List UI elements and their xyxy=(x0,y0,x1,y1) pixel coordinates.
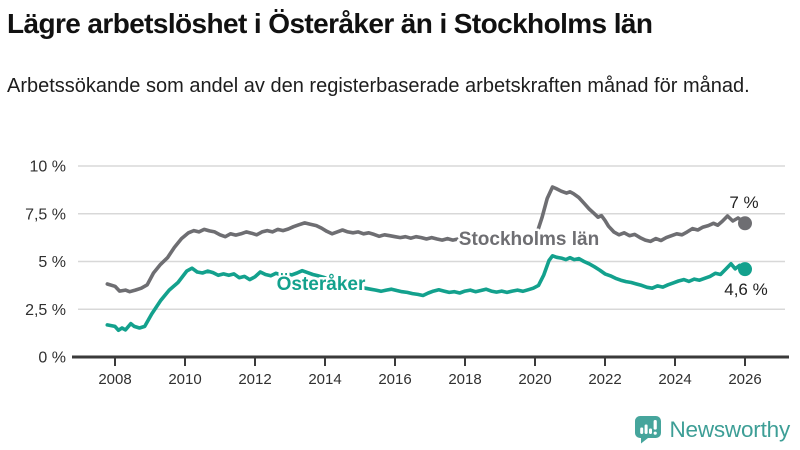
y-axis-tick-label: 0 % xyxy=(38,350,66,367)
x-axis-tick-label: 2016 xyxy=(378,371,411,388)
series-label-osteraker: Österåker xyxy=(277,274,366,295)
end-point-dot xyxy=(738,216,752,231)
x-axis-tick-label: 2018 xyxy=(448,371,481,388)
line-stockholms-l-n xyxy=(105,185,747,294)
newsworthy-logo-text: Newsworthy xyxy=(669,416,790,442)
line--ster-ker xyxy=(105,254,747,333)
newsworthy-speech-bubble-icon xyxy=(635,416,662,444)
end-value-label-osteraker: 4,6 % xyxy=(724,280,767,299)
x-axis-tick-label: 2020 xyxy=(518,371,551,388)
y-axis-tick-label: 7,5 % xyxy=(25,206,66,223)
end-value-label-stockholms-lan: 7 % xyxy=(729,193,758,212)
y-axis-tick-label: 2,5 % xyxy=(25,302,66,319)
bar-chart-exclamation-glyph xyxy=(640,420,658,435)
end-point-dot xyxy=(738,262,752,277)
x-axis-tick-label: 2012 xyxy=(238,371,271,388)
x-axis-tick-label: 2022 xyxy=(588,371,621,388)
newsworthy-logo[interactable]: Newsworthy xyxy=(634,415,790,444)
x-axis-tick-label: 2008 xyxy=(98,371,131,388)
x-axis-tick-label: 2010 xyxy=(168,371,201,388)
y-axis-tick-label: 10 % xyxy=(30,159,66,176)
x-axis-tick-label: 2014 xyxy=(308,371,341,388)
page-title: Lägre arbetslöshet i Österåker än i Stoc… xyxy=(7,8,653,39)
series-label-stockholms-lan: Stockholms län xyxy=(459,229,599,250)
chart-subtitle: Arbetssökande som andel av den registerb… xyxy=(7,75,750,97)
x-axis-tick-label: 2026 xyxy=(728,371,761,388)
x-axis-tick-label: 2024 xyxy=(658,371,691,388)
y-axis-tick-label: 5 % xyxy=(38,254,66,271)
